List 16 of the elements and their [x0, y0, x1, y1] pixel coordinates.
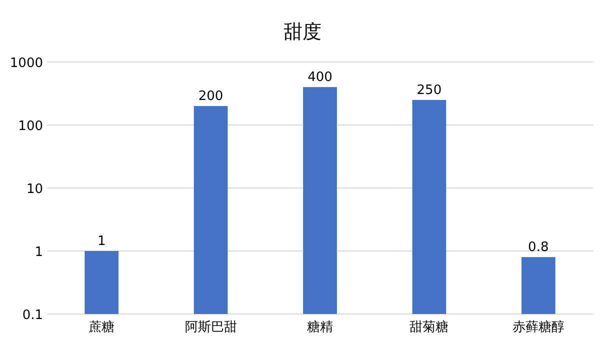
chart-title: 甜度 [284, 21, 322, 43]
y-tick-label: 0.1 [22, 308, 43, 323]
data-label: 0.8 [528, 240, 549, 256]
y-tick-label: 1000 [10, 56, 43, 71]
data-label: 1 [97, 234, 106, 249]
x-tick-label: 糖精 [307, 320, 333, 335]
x-tick-label: 甜菊糖 [410, 320, 449, 335]
data-label: 200 [198, 89, 224, 104]
data-label: 400 [308, 70, 332, 86]
y-tick-label: 10 [26, 182, 43, 197]
x-tick-label: 赤藓糖醇 [512, 320, 564, 335]
data-label: 250 [416, 82, 442, 98]
x-tick-label: 阿斯巴甜 [184, 320, 237, 335]
y-tick-label: 100 [18, 119, 43, 134]
x-tick-label: 蔗糖 [88, 320, 115, 335]
y-tick-label: 1 [34, 245, 43, 260]
